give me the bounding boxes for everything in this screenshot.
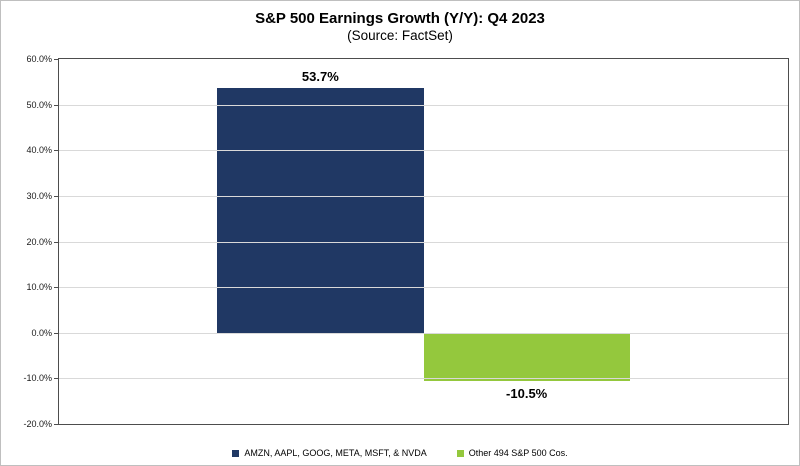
y-axis-tick-mark: [54, 332, 59, 334]
y-axis-tick-label: 60.0%: [26, 54, 52, 64]
bar-value-label-other-494: -10.5%: [506, 385, 548, 401]
gridline: [59, 241, 788, 243]
y-axis-tick-label: 20.0%: [26, 236, 52, 247]
y-axis-tick-label: 0.0%: [31, 327, 52, 338]
y-axis-tick-label: -10.0%: [23, 373, 52, 384]
legend-swatch-navy: [232, 449, 240, 457]
chart-title: S&P 500 Earnings Growth (Y/Y): Q4 2023: [255, 10, 545, 27]
gridline: [59, 287, 788, 289]
y-axis-tick-label: 50.0%: [26, 99, 52, 110]
y-axis-tick-mark: [54, 104, 59, 106]
gridline: [59, 332, 788, 334]
legend-label: AMZN, AAPL, GOOG, META, MSFT, & NVDA: [244, 448, 427, 458]
legend-label: Other 494 S&P 500 Cos.: [468, 448, 568, 458]
y-axis-tick-mark: [54, 378, 59, 380]
y-axis-tick-label: 10.0%: [26, 282, 52, 293]
legend: AMZN, AAPL, GOOG, META, MSFT, & NVDA Oth…: [1, 448, 799, 458]
y-axis-tick-mark: [54, 424, 59, 425]
y-axis-tick-mark: [54, 59, 59, 60]
y-axis-tick-label: -20.0%: [23, 419, 52, 429]
y-axis-tick-mark: [54, 287, 59, 289]
bar-value-label-mega-cap-six: 53.7%: [301, 68, 339, 84]
y-axis-tick-mark: [54, 150, 59, 152]
plot-area: 53.7% -10.5% 60.0% 50.0% 40.0% 30.0% 20.0% 10…: [23, 54, 789, 429]
gridline: [59, 195, 788, 197]
bar-other-494: [423, 332, 630, 381]
y-axis-tick-mark: [54, 241, 59, 243]
bar-mega-cap-six: [217, 87, 424, 333]
y-axis-tick-mark: [54, 195, 59, 197]
gridline: [59, 104, 788, 106]
chart-subtitle: (Source: FactSet): [347, 28, 453, 43]
legend-item-mega-cap-six: AMZN, AAPL, GOOG, META, MSFT, & NVDA: [232, 448, 427, 458]
y-axis-tick-label: 30.0%: [26, 190, 52, 201]
legend-item-other-494: Other 494 S&P 500 Cos.: [456, 448, 568, 458]
gridline: [59, 150, 788, 152]
gridline: [59, 378, 788, 380]
y-axis-tick-label: 40.0%: [26, 145, 52, 156]
legend-swatch-green: [456, 449, 464, 457]
